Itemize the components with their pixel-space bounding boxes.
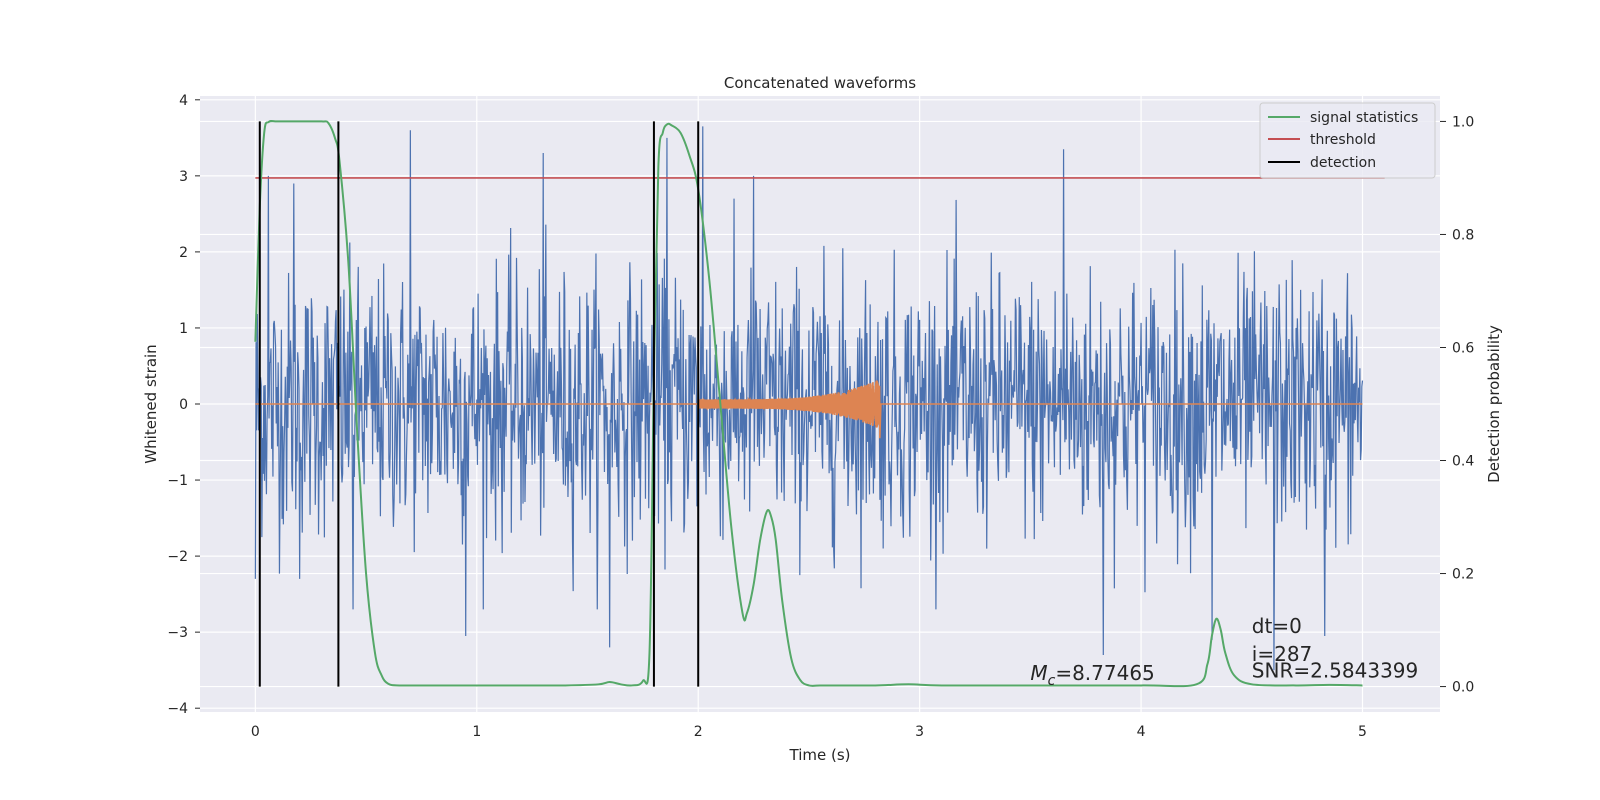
x-tick-label: 3 bbox=[915, 724, 924, 740]
legend-label-detection: detection bbox=[1310, 155, 1376, 171]
x-tick-label: 0 bbox=[251, 724, 260, 740]
y-tick-label: 1 bbox=[179, 321, 188, 337]
annotation-mc: Mc=8.77465 bbox=[1030, 661, 1154, 689]
template-series bbox=[255, 380, 1363, 439]
y2-tick-label: 0.2 bbox=[1452, 567, 1474, 583]
detection-series bbox=[258, 121, 700, 687]
legend-label-threshold: threshold bbox=[1310, 132, 1376, 148]
x-tick-label: 1 bbox=[472, 724, 481, 740]
legend: signal statistics threshold detection bbox=[1259, 102, 1436, 179]
template-line bbox=[255, 380, 1363, 439]
annotation-dt: dt=0 bbox=[1252, 614, 1302, 638]
y-tick-label: −4 bbox=[167, 701, 188, 717]
legend-box bbox=[1259, 102, 1436, 179]
y-axis-label: Whitened strain bbox=[142, 344, 160, 463]
y-tick-label: −2 bbox=[167, 549, 188, 565]
y2-axis-label: Detection probability bbox=[1485, 325, 1503, 483]
ticks: 0 1 2 3 4 5 4 3 2 1 0 −1 −2 −3 −4 1.0 0.8 0.6 0.4 0.2 0.0 bbox=[167, 93, 1474, 740]
strain-line bbox=[254, 126, 1364, 671]
signal-statistics-line bbox=[254, 120, 1363, 688]
y2-tick-label: 1.0 bbox=[1452, 114, 1474, 130]
y-tick-label: −1 bbox=[167, 473, 188, 489]
y-tick-label: 4 bbox=[179, 93, 188, 109]
signal-statistics-series bbox=[254, 120, 1363, 688]
y2-tick-label: 0.8 bbox=[1452, 227, 1474, 243]
chart-title: Concatenated waveforms bbox=[724, 74, 916, 92]
y-tick-label: −3 bbox=[167, 625, 188, 641]
y2-tick-label: 0.6 bbox=[1452, 340, 1474, 356]
y-tick-label: 2 bbox=[179, 245, 188, 261]
y-tick-label: 0 bbox=[179, 397, 188, 413]
legend-label-signal-statistics: signal statistics bbox=[1310, 110, 1418, 126]
strain-series bbox=[254, 126, 1364, 671]
x-tick-label: 4 bbox=[1137, 724, 1146, 740]
y-tick-label: 3 bbox=[179, 169, 188, 185]
annotation-i: i=287 bbox=[1252, 642, 1313, 666]
y2-tick-label: 0.0 bbox=[1452, 680, 1474, 696]
x-tick-label: 2 bbox=[694, 724, 703, 740]
y2-tick-label: 0.4 bbox=[1452, 454, 1474, 470]
x-axis-label: Time (s) bbox=[789, 746, 851, 764]
x-tick-label: 5 bbox=[1358, 724, 1367, 740]
annotation-snr: SNR=2.5843399 bbox=[1252, 659, 1418, 683]
